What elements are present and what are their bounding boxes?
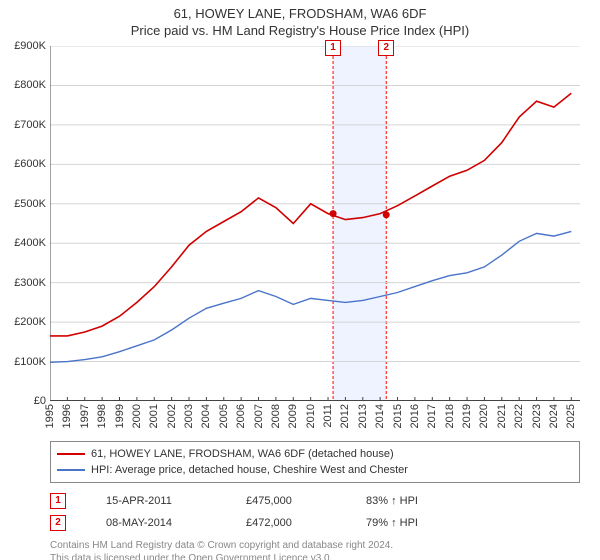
chart-subtitle: Price paid vs. HM Land Registry's House …: [0, 23, 600, 38]
x-tick-label: 2011: [322, 404, 334, 428]
sale-marker-box: 1: [50, 493, 66, 509]
legend: 61, HOWEY LANE, FRODSHAM, WA6 6DF (detac…: [50, 441, 580, 483]
sale-marker-box: 2: [50, 515, 66, 531]
x-tick-label: 2016: [409, 404, 421, 428]
y-tick-label: £800K: [14, 79, 46, 91]
legend-label: 61, HOWEY LANE, FRODSHAM, WA6 6DF (detac…: [91, 446, 394, 462]
x-tick-label: 2003: [183, 404, 195, 428]
license-footer: Contains HM Land Registry data © Crown c…: [50, 539, 580, 560]
y-tick-label: £400K: [14, 237, 46, 249]
y-tick-label: £700K: [14, 119, 46, 131]
sale-marker-2: 2: [378, 40, 394, 56]
x-tick-label: 2010: [305, 404, 317, 428]
sale-row: 2 08-MAY-2014 £472,000 79% ↑ HPI: [50, 515, 580, 531]
y-tick-label: £500K: [14, 198, 46, 210]
legend-swatch: [57, 469, 85, 471]
x-tick-label: 2021: [496, 404, 508, 428]
x-tick-label: 2013: [357, 404, 369, 428]
x-tick-label: 2024: [548, 404, 560, 428]
x-tick-label: 2000: [131, 404, 143, 428]
sale-marker-1: 1: [325, 40, 341, 56]
sale-date: 15-APR-2011: [106, 495, 206, 507]
footer-line-1: Contains HM Land Registry data © Crown c…: [50, 539, 580, 552]
sale-price: £472,000: [246, 517, 326, 529]
legend-swatch: [57, 453, 85, 455]
x-tick-label: 2023: [531, 404, 543, 428]
x-tick-label: 2014: [374, 404, 386, 428]
sale-row: 1 15-APR-2011 £475,000 83% ↑ HPI: [50, 493, 580, 509]
x-tick-label: 2005: [218, 404, 230, 428]
y-tick-label: £300K: [14, 277, 46, 289]
x-tick-label: 2007: [253, 404, 265, 428]
x-tick-label: 2015: [392, 404, 404, 428]
below-chart-block: 61, HOWEY LANE, FRODSHAM, WA6 6DF (detac…: [50, 441, 580, 560]
x-tick-label: 1996: [61, 404, 73, 428]
x-tick-label: 2020: [478, 404, 490, 428]
x-tick-label: 1997: [79, 404, 91, 428]
x-tick-label: 2017: [426, 404, 438, 428]
legend-item: 61, HOWEY LANE, FRODSHAM, WA6 6DF (detac…: [57, 446, 573, 462]
sale-date: 08-MAY-2014: [106, 517, 206, 529]
x-tick-label: 2008: [270, 404, 282, 428]
x-tick-label: 2002: [166, 404, 178, 428]
y-tick-label: £200K: [14, 316, 46, 328]
legend-label: HPI: Average price, detached house, Ches…: [91, 462, 408, 478]
y-tick-label: £900K: [14, 40, 46, 52]
title-block: 61, HOWEY LANE, FRODSHAM, WA6 6DF Price …: [0, 0, 600, 38]
sale-hpi: 83% ↑ HPI: [366, 495, 466, 507]
x-tick-label: 1998: [96, 404, 108, 428]
x-tick-label: 2022: [513, 404, 525, 428]
chart-address-title: 61, HOWEY LANE, FRODSHAM, WA6 6DF: [0, 6, 600, 21]
chart-svg: [50, 46, 580, 401]
x-tick-label: 2019: [461, 404, 473, 428]
sales-table: 1 15-APR-2011 £475,000 83% ↑ HPI 2 08-MAY-201…: [50, 493, 580, 531]
x-tick-label: 1995: [44, 404, 56, 428]
chart: £0£100K£200K£300K£400K£500K£600K£700K£80…: [50, 46, 580, 401]
x-tick-label: 2006: [235, 404, 247, 428]
x-tick-label: 2018: [444, 404, 456, 428]
sale-hpi: 79% ↑ HPI: [366, 517, 466, 529]
x-tick-label: 2001: [148, 404, 160, 428]
y-tick-label: £100K: [14, 356, 46, 368]
x-tick-label: 2012: [339, 404, 351, 428]
x-tick-label: 2025: [565, 404, 577, 428]
legend-item: HPI: Average price, detached house, Ches…: [57, 462, 573, 478]
footer-line-2: This data is licensed under the Open Gov…: [50, 552, 580, 560]
x-tick-label: 2004: [200, 404, 212, 428]
x-tick-label: 2009: [287, 404, 299, 428]
y-tick-label: £600K: [14, 158, 46, 170]
sale-price: £475,000: [246, 495, 326, 507]
x-tick-label: 1999: [114, 404, 126, 428]
